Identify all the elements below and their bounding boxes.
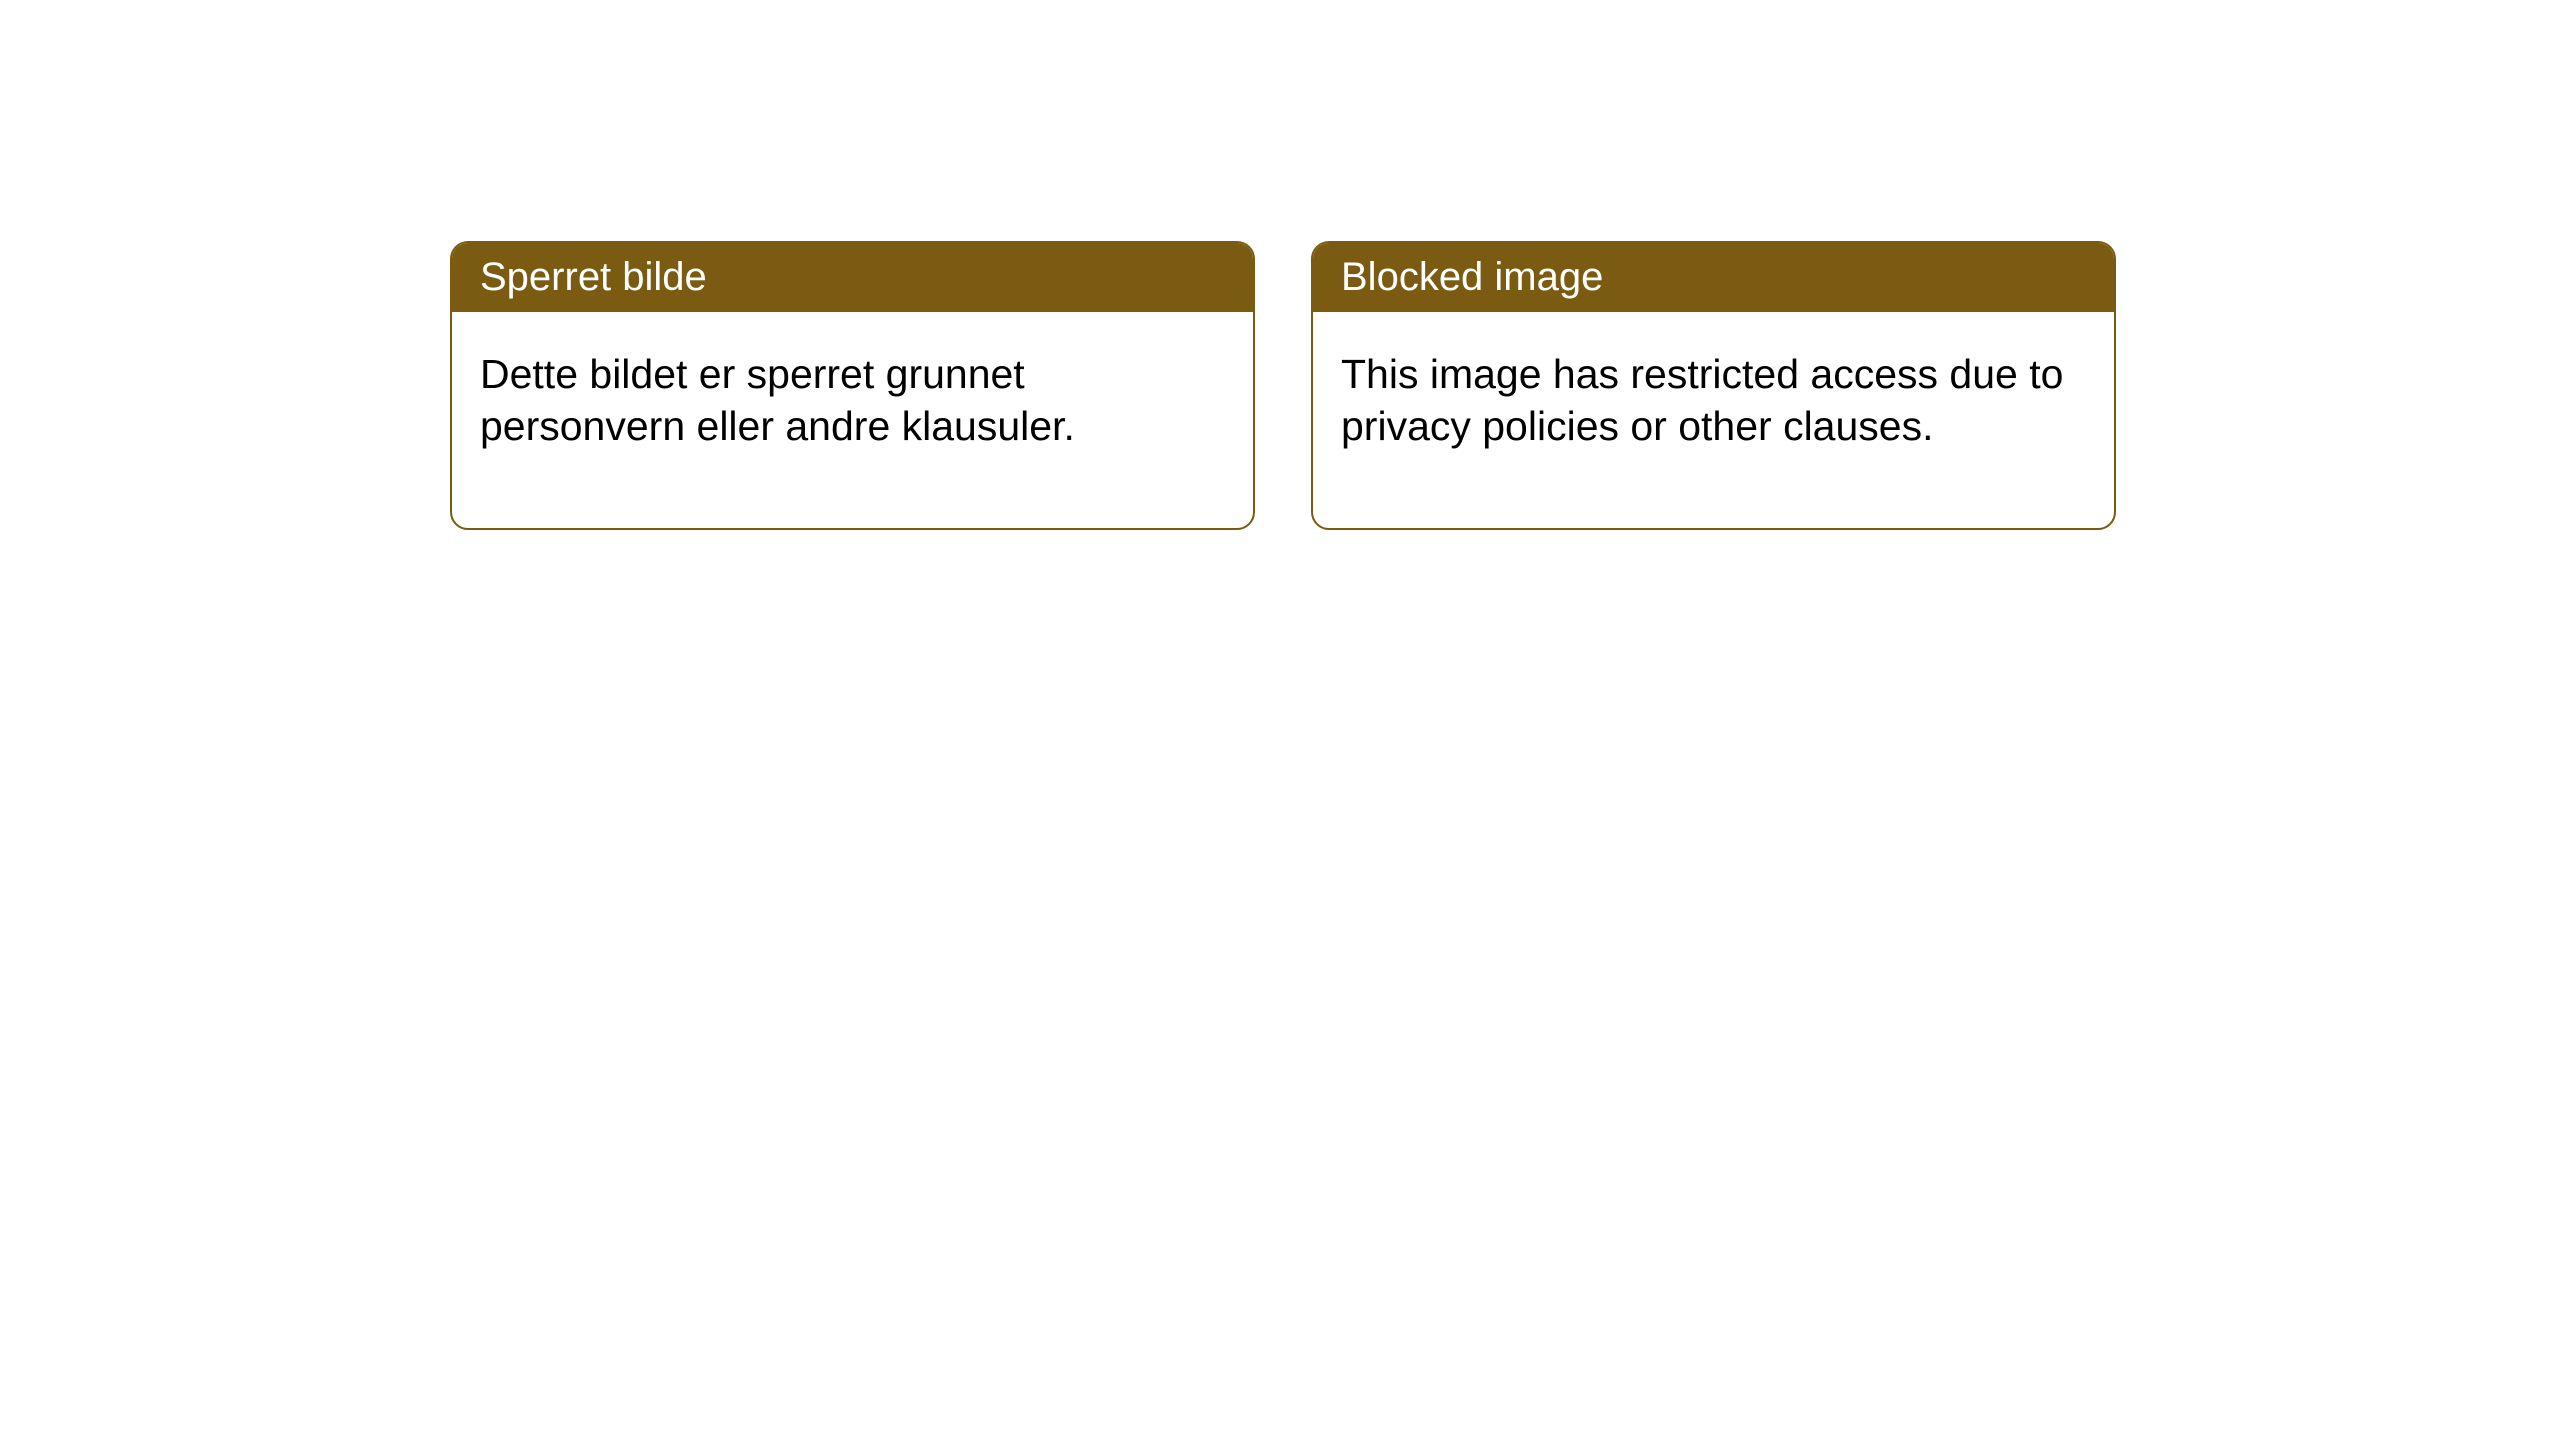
notice-title-norwegian: Sperret bilde	[452, 243, 1253, 312]
notice-container: Sperret bilde Dette bildet er sperret gr…	[450, 241, 2116, 530]
notice-card-english: Blocked image This image has restricted …	[1311, 241, 2116, 530]
notice-body-norwegian: Dette bildet er sperret grunnet personve…	[452, 312, 1253, 528]
notice-body-english: This image has restricted access due to …	[1313, 312, 2114, 528]
notice-card-norwegian: Sperret bilde Dette bildet er sperret gr…	[450, 241, 1255, 530]
notice-title-english: Blocked image	[1313, 243, 2114, 312]
